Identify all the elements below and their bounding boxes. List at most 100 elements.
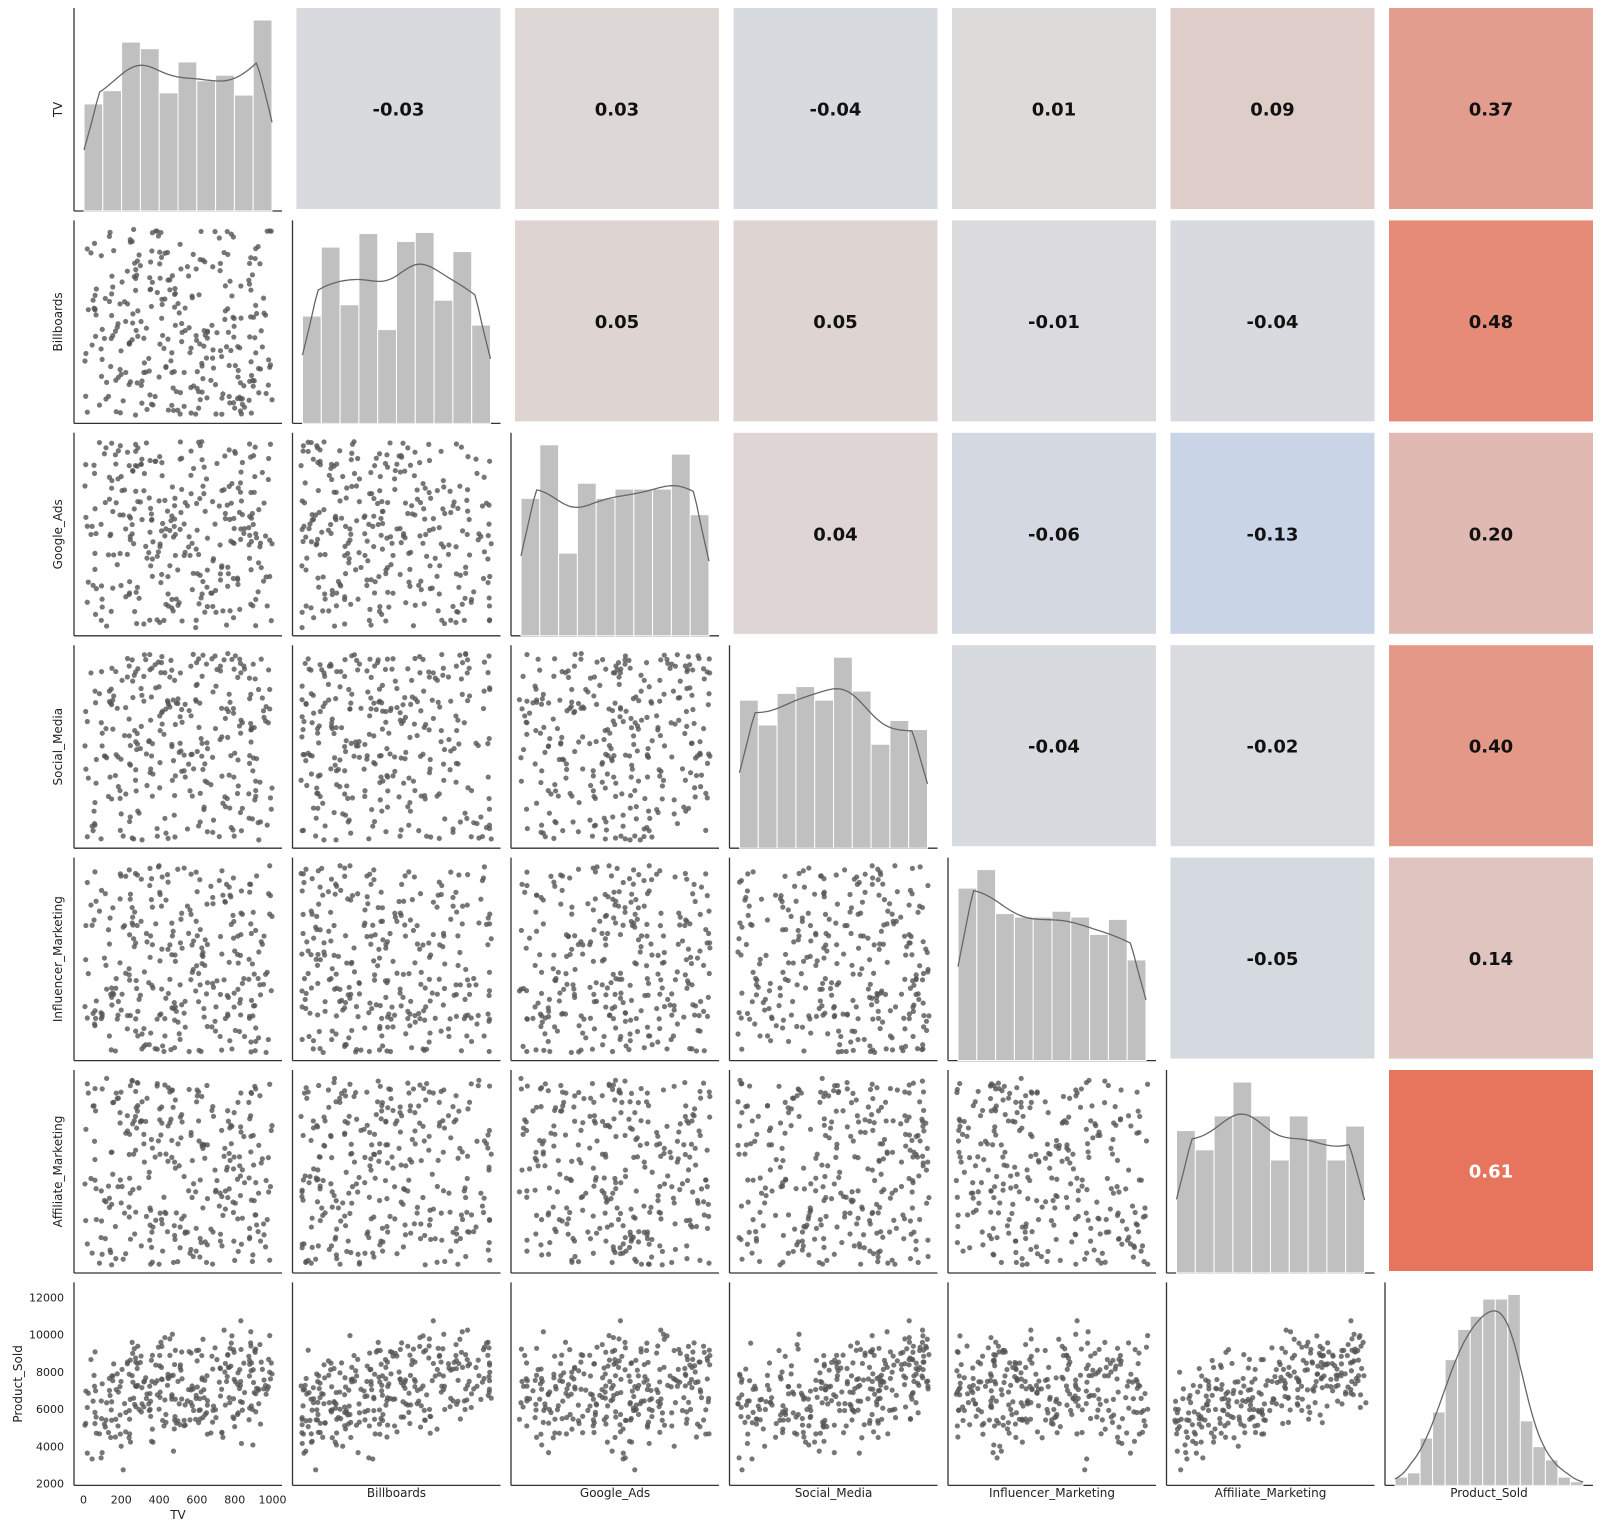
scatter-point bbox=[400, 440, 406, 446]
scatter-point bbox=[524, 651, 530, 658]
scatter-point bbox=[638, 944, 644, 950]
scatter-point bbox=[236, 1154, 243, 1160]
scatter-point bbox=[92, 1177, 98, 1183]
scatter-point bbox=[220, 391, 226, 397]
scatter-point bbox=[250, 1379, 257, 1386]
scatter-point bbox=[400, 533, 407, 539]
scatter-point bbox=[252, 1349, 258, 1355]
scatter-point bbox=[629, 762, 635, 768]
scatter-point bbox=[464, 657, 471, 663]
scatter-point bbox=[333, 1013, 340, 1019]
scatter-point bbox=[421, 688, 427, 694]
scatter-point bbox=[147, 457, 153, 464]
scatter-point bbox=[871, 1120, 877, 1126]
scatter-point bbox=[420, 942, 426, 948]
scatter-point bbox=[865, 986, 871, 992]
scatter-point bbox=[780, 1017, 787, 1023]
scatter-point bbox=[84, 1450, 90, 1456]
scatter-point bbox=[252, 1048, 258, 1054]
scatter-point bbox=[385, 1105, 391, 1111]
scatter-point bbox=[241, 1360, 247, 1366]
scatter-point bbox=[813, 1155, 819, 1161]
scatter-point bbox=[89, 342, 95, 348]
scatter-point bbox=[147, 954, 153, 960]
cell-Product_Sold-TV bbox=[73, 1282, 282, 1487]
scatter-point bbox=[466, 982, 472, 988]
scatter-point bbox=[335, 1205, 342, 1211]
scatter-point bbox=[602, 836, 608, 842]
scatter-point bbox=[159, 473, 165, 479]
scatter-point bbox=[612, 1077, 619, 1083]
scatter-point bbox=[1139, 1243, 1146, 1249]
scatter-point bbox=[262, 312, 269, 318]
scatter-point bbox=[118, 473, 124, 480]
scatter-point bbox=[923, 1018, 930, 1024]
scatter-point bbox=[626, 876, 633, 882]
scatter-point bbox=[118, 1378, 124, 1385]
scatter-point bbox=[146, 550, 152, 556]
scatter-point bbox=[237, 1366, 243, 1373]
scatter-point bbox=[468, 1212, 475, 1218]
scatter-point bbox=[676, 717, 682, 723]
scatter-point bbox=[237, 480, 244, 486]
scatter-point bbox=[488, 836, 494, 842]
scatter-point bbox=[267, 1376, 274, 1382]
scatter-point bbox=[148, 933, 154, 939]
scatter-point bbox=[246, 277, 252, 283]
scatter-point bbox=[456, 872, 462, 878]
scatter-point bbox=[406, 775, 412, 781]
scatter-point bbox=[190, 251, 196, 257]
scatter-point bbox=[592, 896, 598, 902]
scatter-point bbox=[149, 904, 155, 910]
scatter-point bbox=[248, 454, 254, 460]
scatter-point bbox=[570, 982, 576, 988]
scatter-point bbox=[378, 918, 384, 925]
scatter-point bbox=[814, 1151, 820, 1157]
scatter-point bbox=[88, 1175, 94, 1182]
scatter-point bbox=[377, 1003, 383, 1009]
scatter-point bbox=[601, 1190, 607, 1196]
scatter-point bbox=[567, 951, 573, 958]
scatter-point bbox=[132, 412, 139, 418]
scatter-point bbox=[684, 985, 690, 991]
scatter-point bbox=[239, 512, 245, 518]
scatter-point bbox=[197, 700, 203, 706]
scatter-point bbox=[766, 1005, 772, 1012]
scatter-point bbox=[1083, 1126, 1089, 1132]
scatter-point bbox=[1142, 1205, 1148, 1211]
scatter-point bbox=[301, 976, 308, 982]
scatter-point bbox=[230, 1166, 237, 1172]
scatter-point bbox=[655, 952, 661, 958]
scatter-point bbox=[826, 916, 832, 922]
scatter-point bbox=[172, 958, 178, 964]
scatter-point bbox=[222, 453, 228, 459]
scatter-point bbox=[186, 325, 192, 331]
scatter-point bbox=[228, 1141, 234, 1147]
scatter-point bbox=[118, 873, 124, 879]
scatter-point bbox=[267, 1257, 273, 1263]
scatter-point bbox=[898, 914, 904, 920]
scatter-point bbox=[626, 753, 633, 759]
cell-Billboards-Billboards bbox=[291, 220, 501, 425]
scatter-point bbox=[246, 1417, 252, 1423]
scatter-point bbox=[602, 727, 608, 734]
scatter-point bbox=[587, 741, 593, 747]
histogram-bar bbox=[833, 656, 853, 849]
scatter-point bbox=[333, 1099, 339, 1105]
scatter-point bbox=[405, 445, 411, 451]
scatter-point bbox=[532, 761, 538, 767]
scatter-point bbox=[632, 720, 638, 726]
scatter-point bbox=[175, 1259, 181, 1265]
scatter-point bbox=[193, 411, 199, 417]
scatter-point bbox=[622, 909, 628, 915]
scatter-point bbox=[919, 904, 926, 911]
scatter-point bbox=[189, 942, 195, 948]
scatter-point bbox=[157, 275, 163, 281]
scatter-point bbox=[576, 739, 582, 745]
scatter-point bbox=[402, 933, 409, 939]
scatter-point bbox=[617, 1036, 623, 1043]
scatter-point bbox=[481, 1195, 487, 1201]
scatter-point bbox=[154, 289, 160, 296]
scatter-point bbox=[317, 772, 323, 778]
scatter-point bbox=[152, 662, 158, 668]
